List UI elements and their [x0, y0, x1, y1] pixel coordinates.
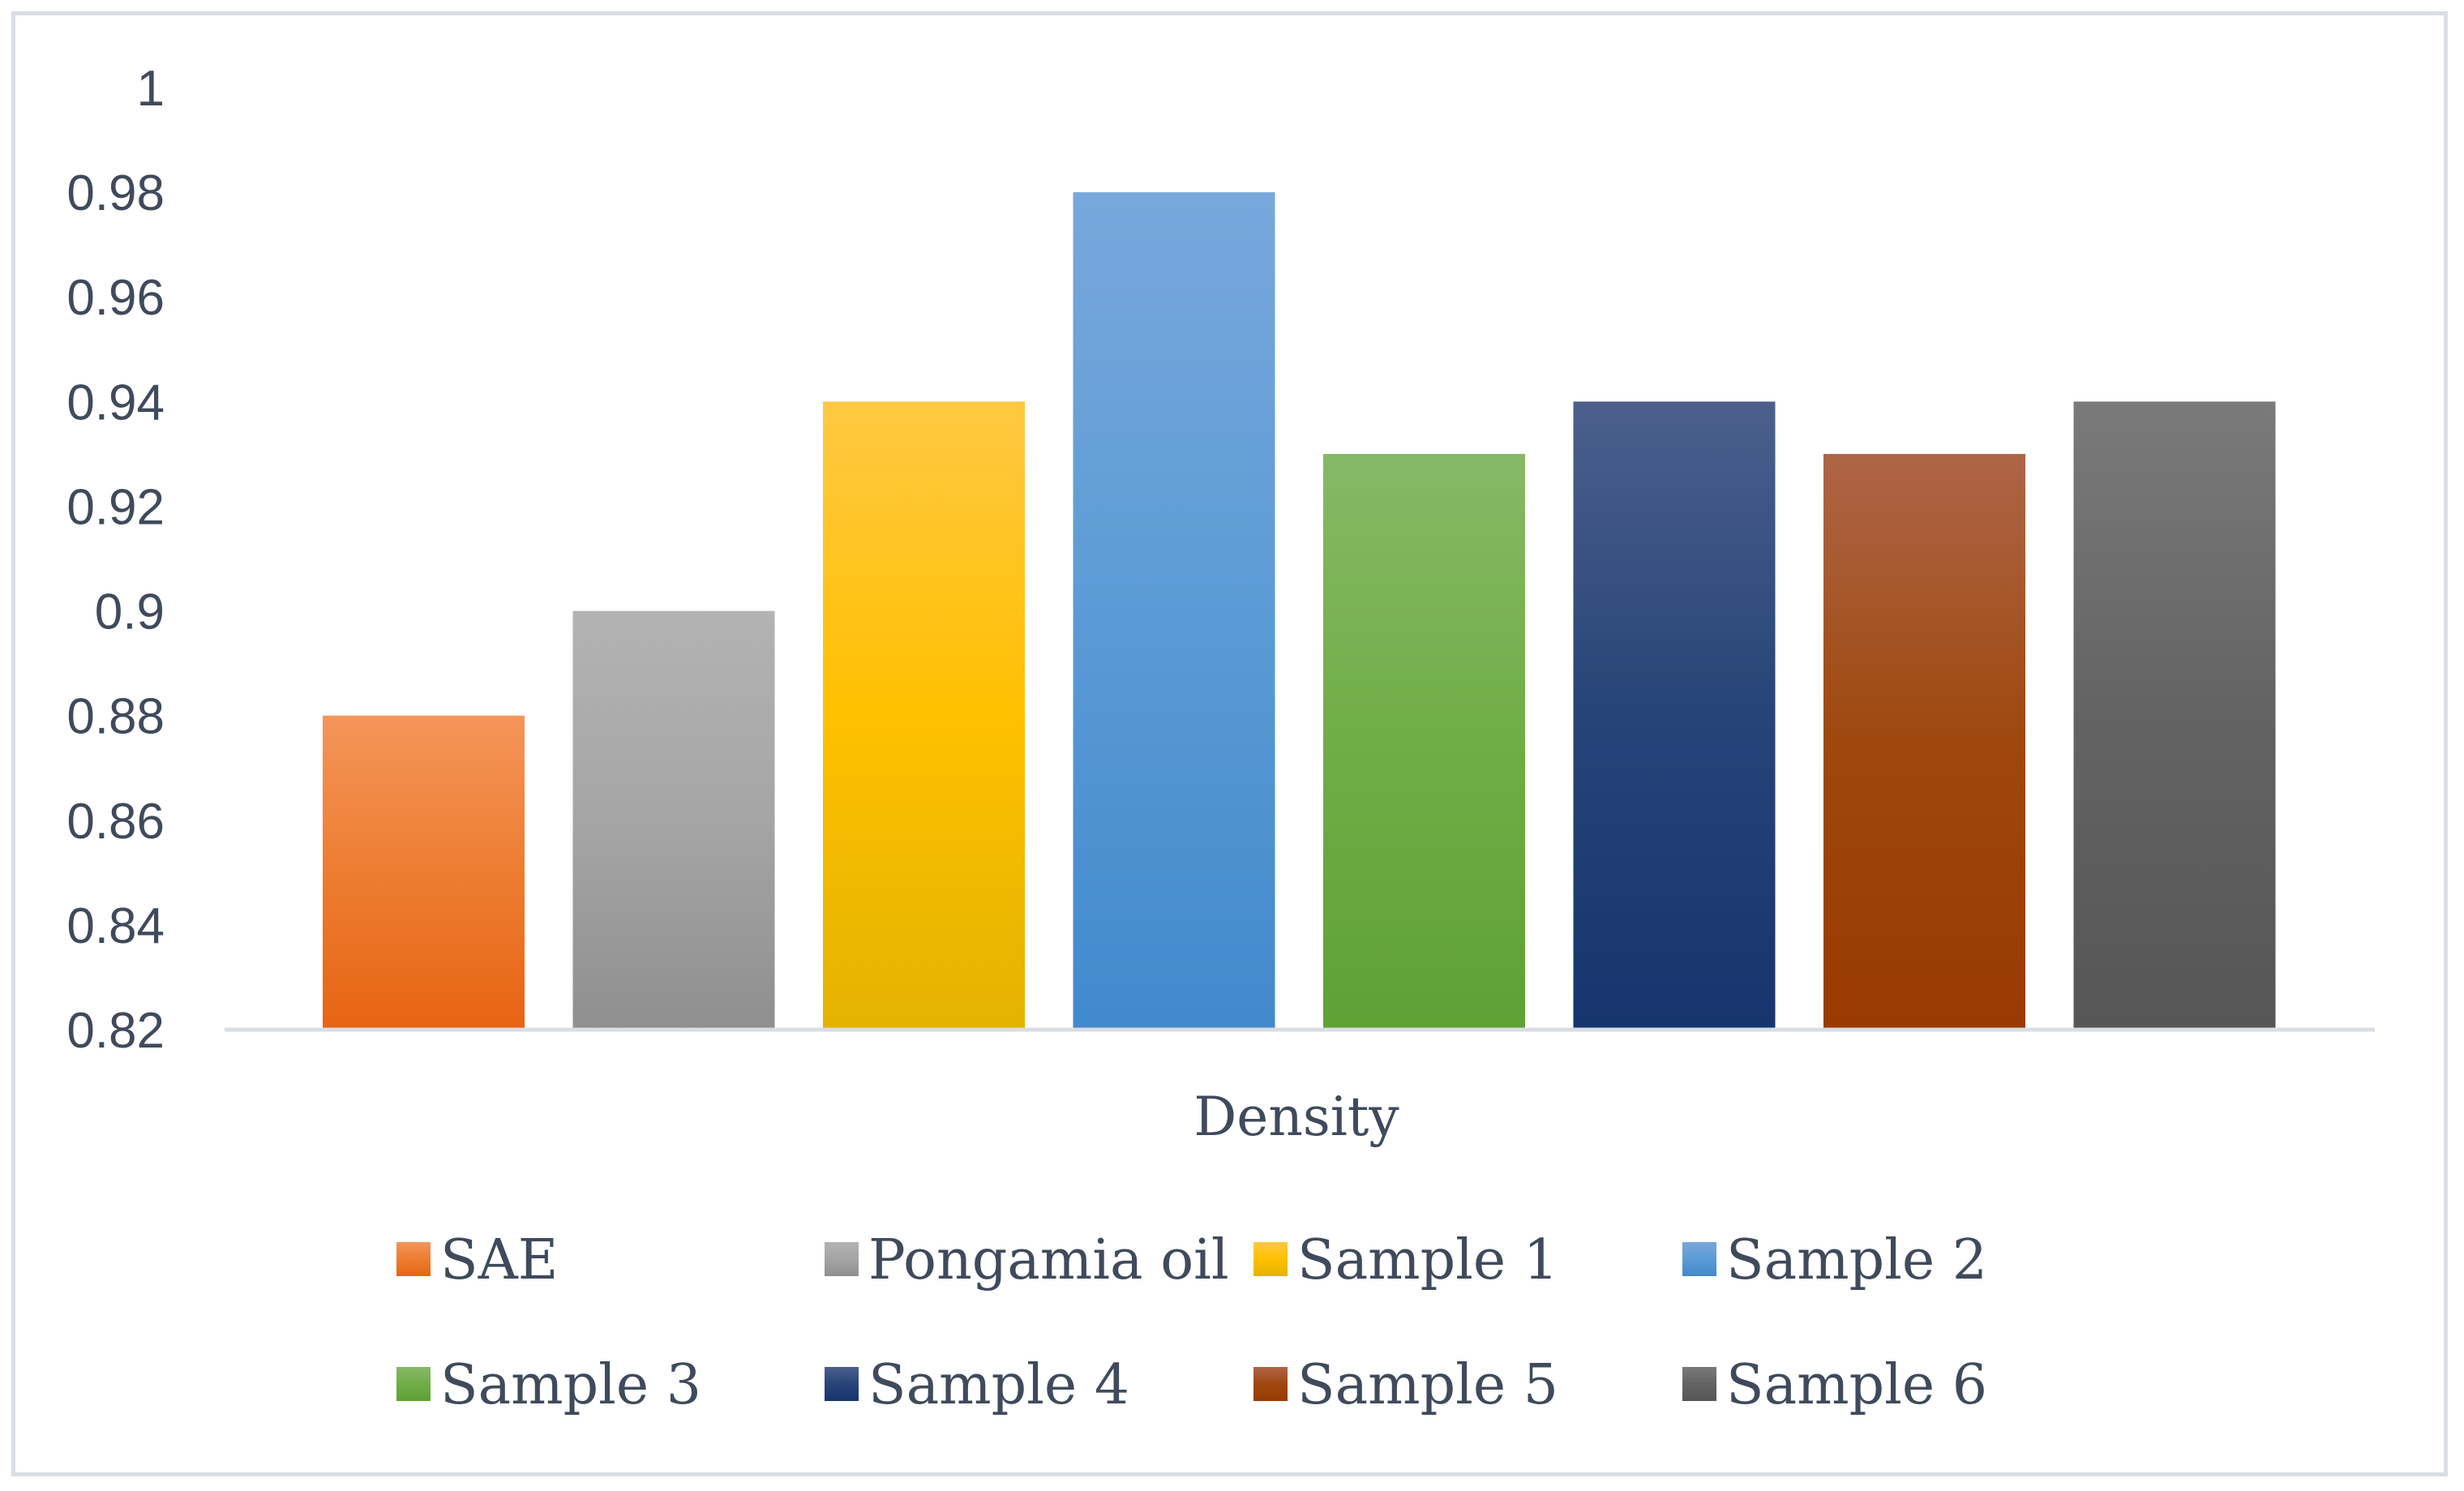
- y-tick-label: 0.98: [66, 165, 165, 221]
- legend-item-sample-3: Sample 3: [396, 1353, 701, 1417]
- bar-sample-4: [1573, 401, 1776, 1030]
- legend-item-sample-2: Sample 2: [1682, 1228, 1987, 1292]
- legend-label: Pongamia oil: [868, 1228, 1229, 1292]
- legend-item-sample-5: Sample 5: [1253, 1353, 1558, 1417]
- y-tick-label: 0.92: [66, 479, 165, 535]
- y-tick-label: 0.96: [66, 270, 165, 326]
- legend-label: Sample 2: [1726, 1228, 1987, 1292]
- legend-item-sae: SAE: [396, 1228, 558, 1292]
- legend-label: Sample 6: [1726, 1353, 1987, 1417]
- legend-swatch: [1253, 1242, 1288, 1276]
- legend-swatch: [1682, 1242, 1716, 1276]
- legend-item-sample-1: Sample 1: [1253, 1228, 1558, 1292]
- legend-swatch: [825, 1242, 859, 1276]
- legend-label: Sample 3: [440, 1353, 701, 1417]
- legend-item-sample-4: Sample 4: [825, 1353, 1129, 1417]
- legend-label: SAE: [440, 1228, 558, 1292]
- legend: SAE Pongamia oil Sample 1 Sample 2 Sample 3 S…: [396, 1228, 1987, 1417]
- y-tick-label: 1: [137, 61, 165, 117]
- y-axis-tick-labels: 0.82 0.84 0.86 0.88 0.9 0.92 0.94 0.96 0.98 1: [66, 61, 165, 1059]
- bars: [323, 192, 2276, 1030]
- y-tick-label: 0.88: [66, 689, 165, 745]
- y-tick-label: 0.86: [66, 794, 165, 850]
- bar-pongamia-oil: [572, 611, 775, 1030]
- legend-item-pongamia-oil: Pongamia oil: [825, 1228, 1229, 1292]
- x-axis-title: Density: [1193, 1086, 1399, 1148]
- bar-sample-2: [1073, 192, 1275, 1030]
- legend-label: Sample 5: [1297, 1353, 1558, 1417]
- y-tick-label: 0.82: [66, 1003, 165, 1059]
- bar-sample-3: [1323, 453, 1525, 1030]
- legend-swatch: [825, 1367, 859, 1401]
- bar-sample-5: [1823, 453, 2025, 1030]
- bar-sae: [323, 715, 525, 1030]
- y-tick-label: 0.84: [66, 898, 165, 954]
- legend-label: Sample 4: [868, 1353, 1129, 1417]
- legend-swatch: [1682, 1367, 1716, 1401]
- y-tick-label: 0.94: [66, 375, 165, 431]
- legend-label: Sample 1: [1297, 1228, 1558, 1292]
- y-tick-label: 0.9: [95, 585, 165, 641]
- legend-item-sample-6: Sample 6: [1682, 1353, 1987, 1417]
- bar-sample-1: [823, 401, 1025, 1030]
- legend-swatch: [1253, 1367, 1288, 1401]
- legend-swatch: [396, 1242, 431, 1276]
- bar-sample-6: [2073, 401, 2276, 1030]
- legend-swatch: [396, 1367, 431, 1401]
